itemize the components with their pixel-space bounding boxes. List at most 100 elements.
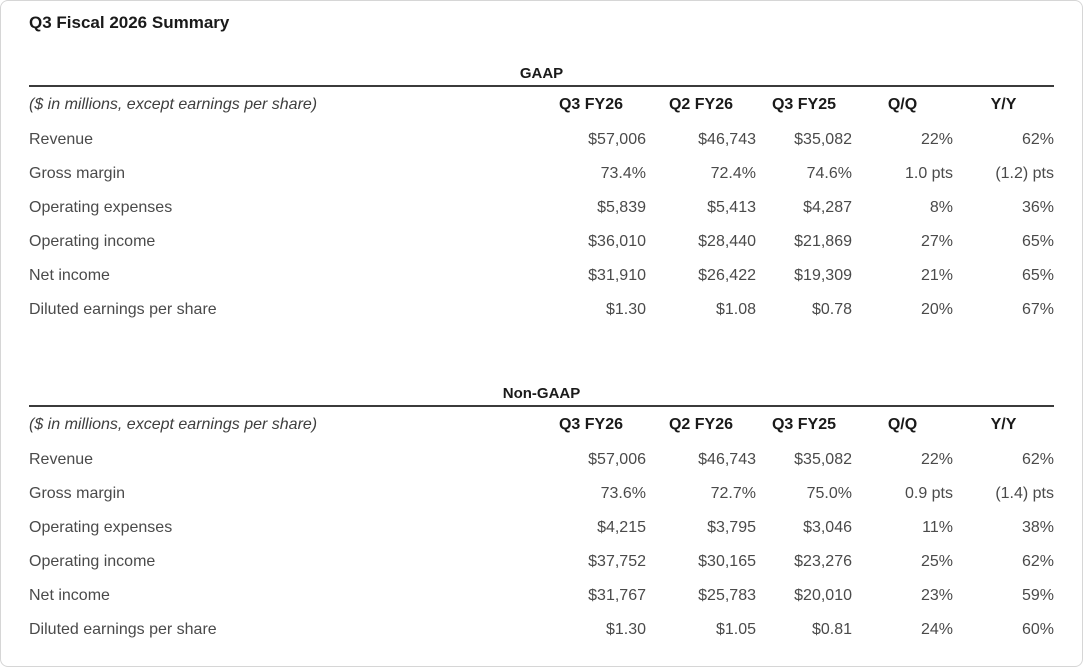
value-cell: 60% (1021, 621, 1054, 638)
value-cell: $35,082 (794, 131, 852, 148)
value-cell: $3,046 (803, 519, 852, 536)
value-cell: 65% (1021, 233, 1054, 250)
gaap-section-label: GAAP (519, 65, 564, 82)
non-gaap-section-label: Non-GAAP (502, 385, 581, 402)
value-cell: $0.81 (811, 621, 852, 638)
column-header-qq: Q/Q (887, 96, 918, 113)
non-gaap-table-body: Revenue $57,006 $46,743 $35,082 22% 62% Gross … (29, 443, 1054, 647)
value-cell: 65% (1021, 267, 1054, 284)
value-cell: $19,309 (794, 267, 852, 284)
gaap-header-row: ($ in millions, except earnings per shar… (29, 86, 1054, 123)
column-header-q3fy25: Q3 FY25 (771, 96, 837, 113)
non-gaap-table: ($ in millions, except earnings per shar… (29, 405, 1054, 647)
non-gaap-section: Non-GAAP ($ in millions, except earnings… (29, 385, 1054, 647)
value-cell: 22% (920, 451, 953, 468)
value-cell: 8% (929, 199, 953, 216)
value-cell: (1.4) pts (995, 485, 1054, 502)
value-cell: 36% (1021, 199, 1054, 216)
value-cell: $23,276 (794, 553, 852, 570)
row-label: Operating income (29, 553, 156, 570)
value-cell: $28,440 (698, 233, 756, 250)
value-cell: 38% (1021, 519, 1054, 536)
value-cell: 25% (920, 553, 953, 570)
value-cell: 20% (920, 301, 953, 318)
value-cell: 23% (920, 587, 953, 604)
value-cell: 1.0 pts (904, 165, 953, 182)
value-cell: 72.4% (710, 165, 756, 182)
value-cell: $31,767 (588, 587, 646, 604)
value-cell: 75.0% (806, 485, 852, 502)
value-cell: $30,165 (698, 553, 756, 570)
value-cell: 11% (922, 519, 953, 536)
row-label: Net income (29, 587, 110, 604)
column-header-qq: Q/Q (887, 416, 918, 433)
value-cell: $37,752 (588, 553, 646, 570)
column-header-q3fy26: Q3 FY26 (558, 416, 624, 433)
value-cell: $5,413 (707, 199, 756, 216)
row-label: Diluted earnings per share (29, 621, 217, 638)
row-label: Gross margin (29, 485, 126, 502)
table-row: Diluted earnings per share $1.30 $1.05 $0.8… (29, 613, 1054, 647)
column-header-q3fy25: Q3 FY25 (771, 416, 837, 433)
value-cell: $36,010 (588, 233, 646, 250)
value-cell: $1.05 (715, 621, 756, 638)
value-cell: $57,006 (588, 451, 646, 468)
value-cell: 59% (1021, 587, 1054, 604)
gaap-table-body: Revenue $57,006 $46,743 $35,082 22% 62% Gross … (29, 123, 1054, 327)
value-cell: 73.6% (600, 485, 646, 502)
column-header-q3fy26: Q3 FY26 (558, 96, 624, 113)
non-gaap-header-row: ($ in millions, except earnings per shar… (29, 406, 1054, 443)
value-cell: 27% (920, 233, 953, 250)
value-cell: $4,215 (597, 519, 646, 536)
value-cell: $35,082 (794, 451, 852, 468)
value-cell: $31,910 (588, 267, 646, 284)
gaap-section: GAAP ($ in millions, except earnings per… (29, 65, 1054, 327)
row-label: Operating expenses (29, 199, 173, 216)
column-header-q2fy26: Q2 FY26 (668, 416, 734, 433)
value-cell: $4,287 (803, 199, 852, 216)
row-label: Gross margin (29, 165, 126, 182)
value-cell: $25,783 (698, 587, 756, 604)
value-cell: $1.30 (605, 621, 646, 638)
value-cell: 72.7% (710, 485, 756, 502)
row-label: Net income (29, 267, 110, 284)
table-row: Operating income $37,752 $30,165 $23,276 25%… (29, 545, 1054, 579)
table-row: Operating income $36,010 $28,440 $21,869 27%… (29, 225, 1054, 259)
row-label: Revenue (29, 131, 94, 148)
value-cell: $57,006 (588, 131, 646, 148)
value-cell: 62% (1021, 553, 1054, 570)
column-header-yy: Y/Y (990, 416, 1017, 433)
table-row: Revenue $57,006 $46,743 $35,082 22% 62% (29, 123, 1054, 157)
table-row: Net income $31,767 $25,783 $20,010 23% 59% (29, 579, 1054, 613)
value-cell: 0.9 pts (904, 485, 953, 502)
page-title: Q3 Fiscal 2026 Summary (29, 13, 230, 32)
gaap-table: ($ in millions, except earnings per shar… (29, 85, 1054, 327)
table-row: Gross margin 73.6% 72.7% 75.0% 0.9 pts (1.4) … (29, 477, 1054, 511)
row-label: Diluted earnings per share (29, 301, 217, 318)
value-cell: $21,869 (794, 233, 852, 250)
value-cell: $3,795 (707, 519, 756, 536)
value-cell: 62% (1021, 451, 1054, 468)
value-cell: $26,422 (698, 267, 756, 284)
row-label: Operating expenses (29, 519, 173, 536)
value-cell: $5,839 (597, 199, 646, 216)
value-cell: 73.4% (600, 165, 646, 182)
table-row: Operating expenses $4,215 $3,795 $3,046 11% 3… (29, 511, 1054, 545)
value-cell: $46,743 (698, 131, 756, 148)
table-caption: ($ in millions, except earnings per shar… (29, 96, 318, 113)
column-header-yy: Y/Y (990, 96, 1017, 113)
value-cell: $46,743 (698, 451, 756, 468)
table-caption: ($ in millions, except earnings per shar… (29, 416, 318, 433)
value-cell: 22% (920, 131, 953, 148)
row-label: Operating income (29, 233, 156, 250)
value-cell: 67% (1021, 301, 1054, 318)
table-row: Diluted earnings per share $1.30 $1.08 $0.7… (29, 293, 1054, 327)
value-cell: $1.30 (605, 301, 646, 318)
value-cell: $1.08 (715, 301, 756, 318)
table-row: Net income $31,910 $26,422 $19,309 21% 65% (29, 259, 1054, 293)
value-cell: 62% (1021, 131, 1054, 148)
column-header-q2fy26: Q2 FY26 (668, 96, 734, 113)
value-cell: 24% (920, 621, 953, 638)
value-cell: 74.6% (806, 165, 852, 182)
